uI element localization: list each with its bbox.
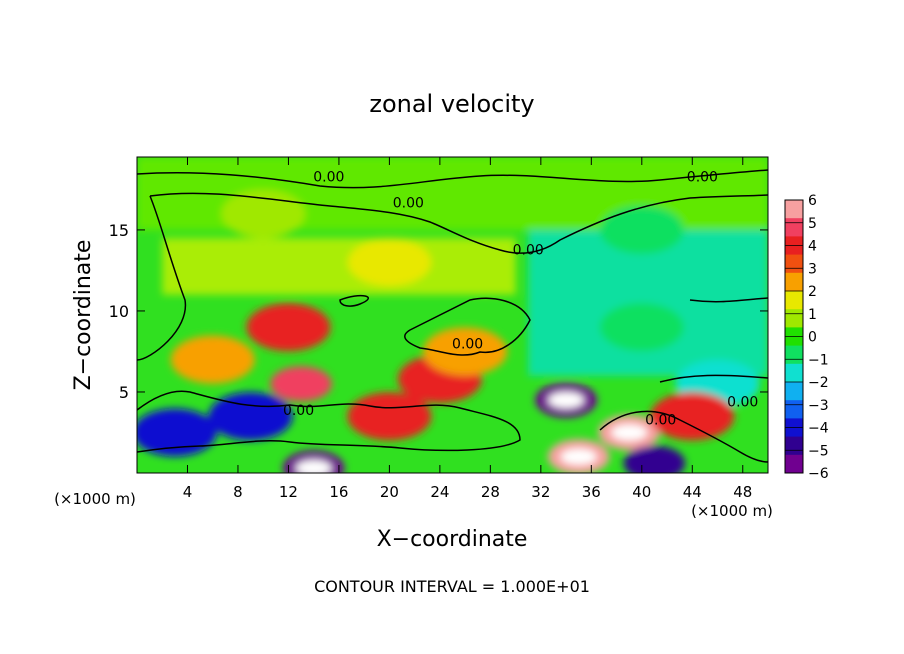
colorbar-tick-label: −1 bbox=[808, 352, 829, 368]
x-unit-left: (×1000 m) bbox=[54, 490, 136, 508]
zero-contour-left bbox=[137, 195, 186, 361]
field-feature bbox=[623, 445, 686, 473]
band-right bbox=[528, 229, 768, 376]
field-feature bbox=[270, 366, 332, 402]
colorbar-tick-label: 2 bbox=[808, 284, 817, 300]
field-feature bbox=[246, 303, 331, 352]
colorbar-segment bbox=[785, 272, 803, 292]
field-feature bbox=[170, 335, 255, 384]
zero-contour-right-mid bbox=[689, 297, 768, 303]
colorbar-tick-label: 4 bbox=[808, 239, 817, 255]
contour-label: 0.00 bbox=[283, 403, 314, 419]
field-feature bbox=[423, 327, 508, 376]
zero-contour-top bbox=[137, 169, 768, 189]
field-feature bbox=[599, 205, 684, 254]
colorbar-segment bbox=[785, 345, 803, 365]
contour-interval-note: CONTOUR INTERVAL = 1.000E+01 bbox=[314, 577, 590, 596]
zero-contour-right-low bbox=[659, 374, 768, 383]
field-feature bbox=[208, 392, 293, 441]
contour-label: 0.00 bbox=[513, 242, 544, 258]
saturated-spot bbox=[295, 460, 332, 473]
zero-contours bbox=[137, 169, 768, 463]
x-tick-label: 44 bbox=[683, 483, 702, 501]
colorbar-tick-label: 5 bbox=[808, 216, 817, 232]
zero-contour-bottom-right bbox=[599, 410, 768, 463]
heatmap-field: 0.00 0.00 0.00 0.00 0.00 0.00 0.00 0.00 bbox=[137, 157, 768, 473]
colorbar-tick-label: −3 bbox=[808, 398, 829, 414]
contour-label: 0.00 bbox=[687, 169, 718, 185]
colorbar-segment bbox=[785, 218, 803, 237]
y-tick-label: 10 bbox=[109, 302, 129, 321]
x-tick-label: 32 bbox=[531, 483, 550, 501]
saturated-spot bbox=[548, 392, 585, 409]
colorbar-segment bbox=[785, 254, 803, 274]
zero-contour-lower bbox=[137, 390, 521, 453]
contour-label: 0.00 bbox=[452, 336, 483, 352]
field-feature bbox=[650, 392, 735, 441]
x-tick-label: 28 bbox=[481, 483, 500, 501]
colorbar-tick-label: −2 bbox=[808, 375, 829, 391]
x-unit-right: (×1000 m) bbox=[691, 502, 773, 520]
colorbar-segment bbox=[785, 309, 803, 328]
field-feature bbox=[599, 303, 684, 352]
field-feature bbox=[347, 238, 432, 287]
colorbar-tick-label: 1 bbox=[808, 307, 817, 323]
colorbar: 6 5 4 3 2 1 0 −1 −2 −3 −4 −5 −6 bbox=[784, 193, 829, 482]
x-axis-label: X−coordinate bbox=[377, 527, 528, 552]
colorbar-segment bbox=[785, 363, 803, 383]
contour-label: 0.00 bbox=[313, 169, 344, 185]
saturated-spot bbox=[611, 424, 648, 441]
x-tick-label: 36 bbox=[582, 483, 601, 501]
plot-frame bbox=[136, 156, 769, 474]
colorbar-segment bbox=[785, 291, 803, 310]
colorbar-segment bbox=[785, 382, 803, 401]
colorbar-tick-label: 6 bbox=[808, 193, 817, 209]
colorbar-tick-label: −6 bbox=[808, 466, 829, 482]
contour-label: 0.00 bbox=[645, 413, 676, 429]
saturated-spot bbox=[560, 448, 597, 465]
colorbar-tick-label: 3 bbox=[808, 261, 817, 277]
field-feature bbox=[137, 408, 217, 457]
zero-contour-upper bbox=[149, 192, 768, 254]
x-tick-label: 40 bbox=[632, 483, 651, 501]
y-tick-label: 5 bbox=[119, 383, 129, 402]
zero-contour-middle bbox=[339, 294, 369, 307]
contour-label: 0.00 bbox=[393, 195, 424, 211]
colorbar-tick-label: −4 bbox=[808, 421, 829, 437]
field-feature bbox=[221, 189, 306, 238]
y-axis-label: Z−coordinate bbox=[71, 240, 96, 391]
field-feature bbox=[347, 392, 432, 441]
colorbar-tick-label: −5 bbox=[808, 443, 829, 459]
colorbar-segment bbox=[785, 400, 803, 419]
x-tick-label: 12 bbox=[279, 483, 298, 501]
band-yellow bbox=[162, 238, 516, 295]
zero-contour-cluster bbox=[404, 297, 531, 356]
x-tick-label: 48 bbox=[733, 483, 752, 501]
x-tick-label: 8 bbox=[233, 483, 243, 501]
colorbar-segment bbox=[785, 454, 803, 474]
x-tick-label: 4 bbox=[183, 483, 193, 501]
contour-label: 0.00 bbox=[727, 395, 758, 411]
x-tick-label: 16 bbox=[329, 483, 348, 501]
colorbar-segment bbox=[785, 200, 803, 219]
chart-title: zonal velocity bbox=[369, 90, 534, 118]
y-tick-label: 15 bbox=[109, 221, 129, 240]
colorbar-segment bbox=[785, 436, 803, 456]
colorbar-tick-label: 0 bbox=[808, 330, 817, 346]
x-tick-label: 24 bbox=[430, 483, 449, 501]
x-tick-label: 20 bbox=[380, 483, 399, 501]
